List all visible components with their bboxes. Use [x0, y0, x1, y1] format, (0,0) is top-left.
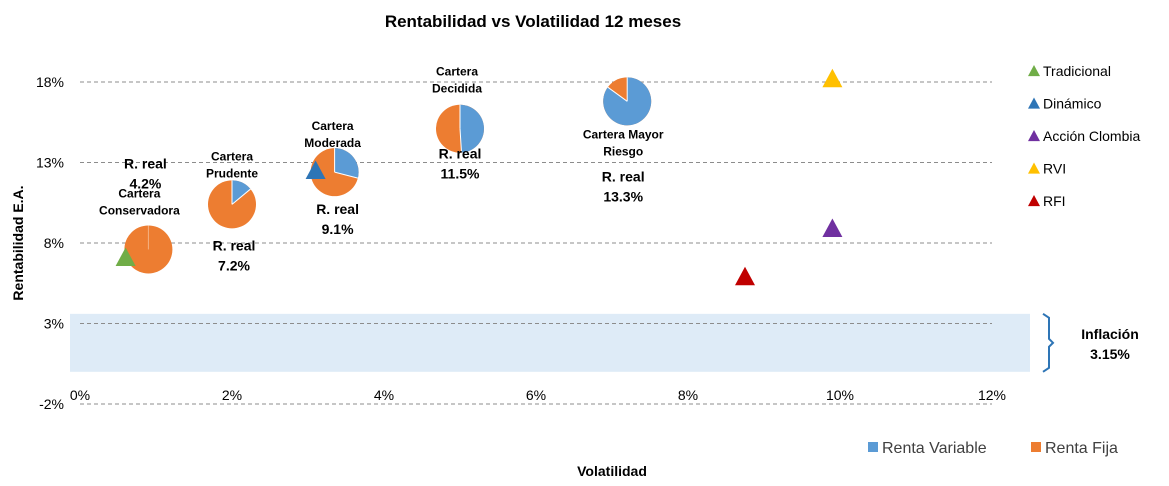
r-real-label: R. real [316, 201, 359, 217]
legend-item-label: Dinámico [1043, 96, 1102, 112]
chart-title: Rentabilidad vs Volatilidad 12 meses [385, 12, 681, 31]
portfolio-pie [208, 180, 256, 229]
y-tick-label: -2% [39, 396, 64, 412]
y-tick-label: 3% [44, 316, 64, 332]
portfolio-name-label: Cartera [118, 186, 160, 200]
inflation-bracket [1042, 313, 1055, 373]
portfolio-pie [124, 225, 173, 274]
legend-layer: Tradicional Dinámico Acción Clombia RVI RFI R… [868, 63, 1140, 457]
portfolio-name-label: Cartera Mayor [583, 127, 664, 141]
r-real-label: R. real [439, 146, 482, 162]
pie-divider [607, 86, 628, 102]
legend-triangle-icon [1028, 97, 1040, 109]
pie-renta-variable-slice [232, 180, 251, 205]
portfolio-name-label: Riesgo [603, 144, 643, 158]
y-tick-label: 18% [36, 74, 64, 90]
x-tick-label: 10% [826, 387, 854, 403]
x-tick-label: 4% [374, 387, 394, 403]
legend-triangle-icon [1028, 130, 1040, 142]
portfolio-pie [310, 148, 359, 197]
r-real-label: 11.5% [441, 166, 480, 182]
portfolio-pie [436, 104, 485, 153]
legend-item-label: RFI [1043, 193, 1066, 209]
portfolio-name-label: Cartera [312, 119, 354, 133]
x-tick-label: 8% [678, 387, 698, 403]
x-tick-label: 12% [978, 387, 1006, 403]
legend-item-label: Renta Fija [1045, 440, 1118, 457]
legend-triangle-icon [1028, 195, 1040, 207]
portfolio-name-label: Decidida [432, 82, 482, 96]
x-axis-title: Volatilidad [577, 463, 647, 479]
legend-triangle-icon [1028, 162, 1040, 174]
benchmark-triangle [305, 160, 326, 180]
portfolio-pie [603, 77, 652, 126]
legend-item-label: Acción Clombia [1043, 128, 1140, 144]
pie-divider [334, 171, 358, 179]
x-tick-label: 2% [222, 387, 242, 403]
r-real-label: 13.3% [603, 188, 643, 204]
legend-swatch [1031, 442, 1041, 452]
pie-divider [231, 188, 251, 205]
inflation-band-layer: Inflación 3.15% [70, 313, 1139, 373]
r-real-label: R. real [213, 237, 256, 253]
inflation-band [70, 313, 1030, 372]
r-real-label: 4.2% [129, 175, 161, 191]
portfolio-name-label: Cartera [211, 149, 253, 163]
r-real-label: 9.1% [322, 221, 354, 237]
benchmark-triangle [822, 218, 843, 238]
benchmark-triangle [822, 68, 843, 88]
inflation-value: 3.15% [1090, 346, 1130, 362]
r-real-label: 7.2% [218, 257, 250, 273]
x-tick-label: 0% [70, 387, 90, 403]
portfolio-name-label: Conservadora [99, 203, 180, 217]
r-real-label: R. real [602, 168, 645, 184]
x-tick-label: 6% [526, 387, 546, 403]
r-real-label: R. real [124, 155, 167, 171]
grid-layer [80, 81, 992, 405]
legend-swatch [868, 442, 878, 452]
tick-layer: -2% 3% 8% 13% 18% 0% 2% 4% 6% 8% 10% 12% [36, 74, 1006, 412]
pie-divider [459, 128, 463, 153]
legend-triangle-icon [1028, 65, 1040, 77]
portfolio-name-label: Moderada [304, 136, 361, 150]
inflation-label: Inflación [1081, 326, 1139, 342]
portfolio-name-label: Prudente [206, 166, 258, 180]
y-tick-label: 13% [36, 155, 64, 171]
legend-item-label: Renta Variable [882, 440, 987, 457]
pie-renta-variable-slice [334, 148, 359, 179]
portfolio-name-label: Cartera [436, 65, 478, 79]
legend-item-label: Tradicional [1043, 63, 1111, 79]
y-axis-title: Rentabilidad E.A. [10, 185, 26, 300]
pie-renta-variable-slice [460, 104, 485, 153]
legend-item-label: RVI [1043, 161, 1066, 177]
y-tick-label: 8% [44, 235, 64, 251]
benchmark-triangle [735, 266, 755, 286]
benchmark-triangle [115, 247, 136, 266]
